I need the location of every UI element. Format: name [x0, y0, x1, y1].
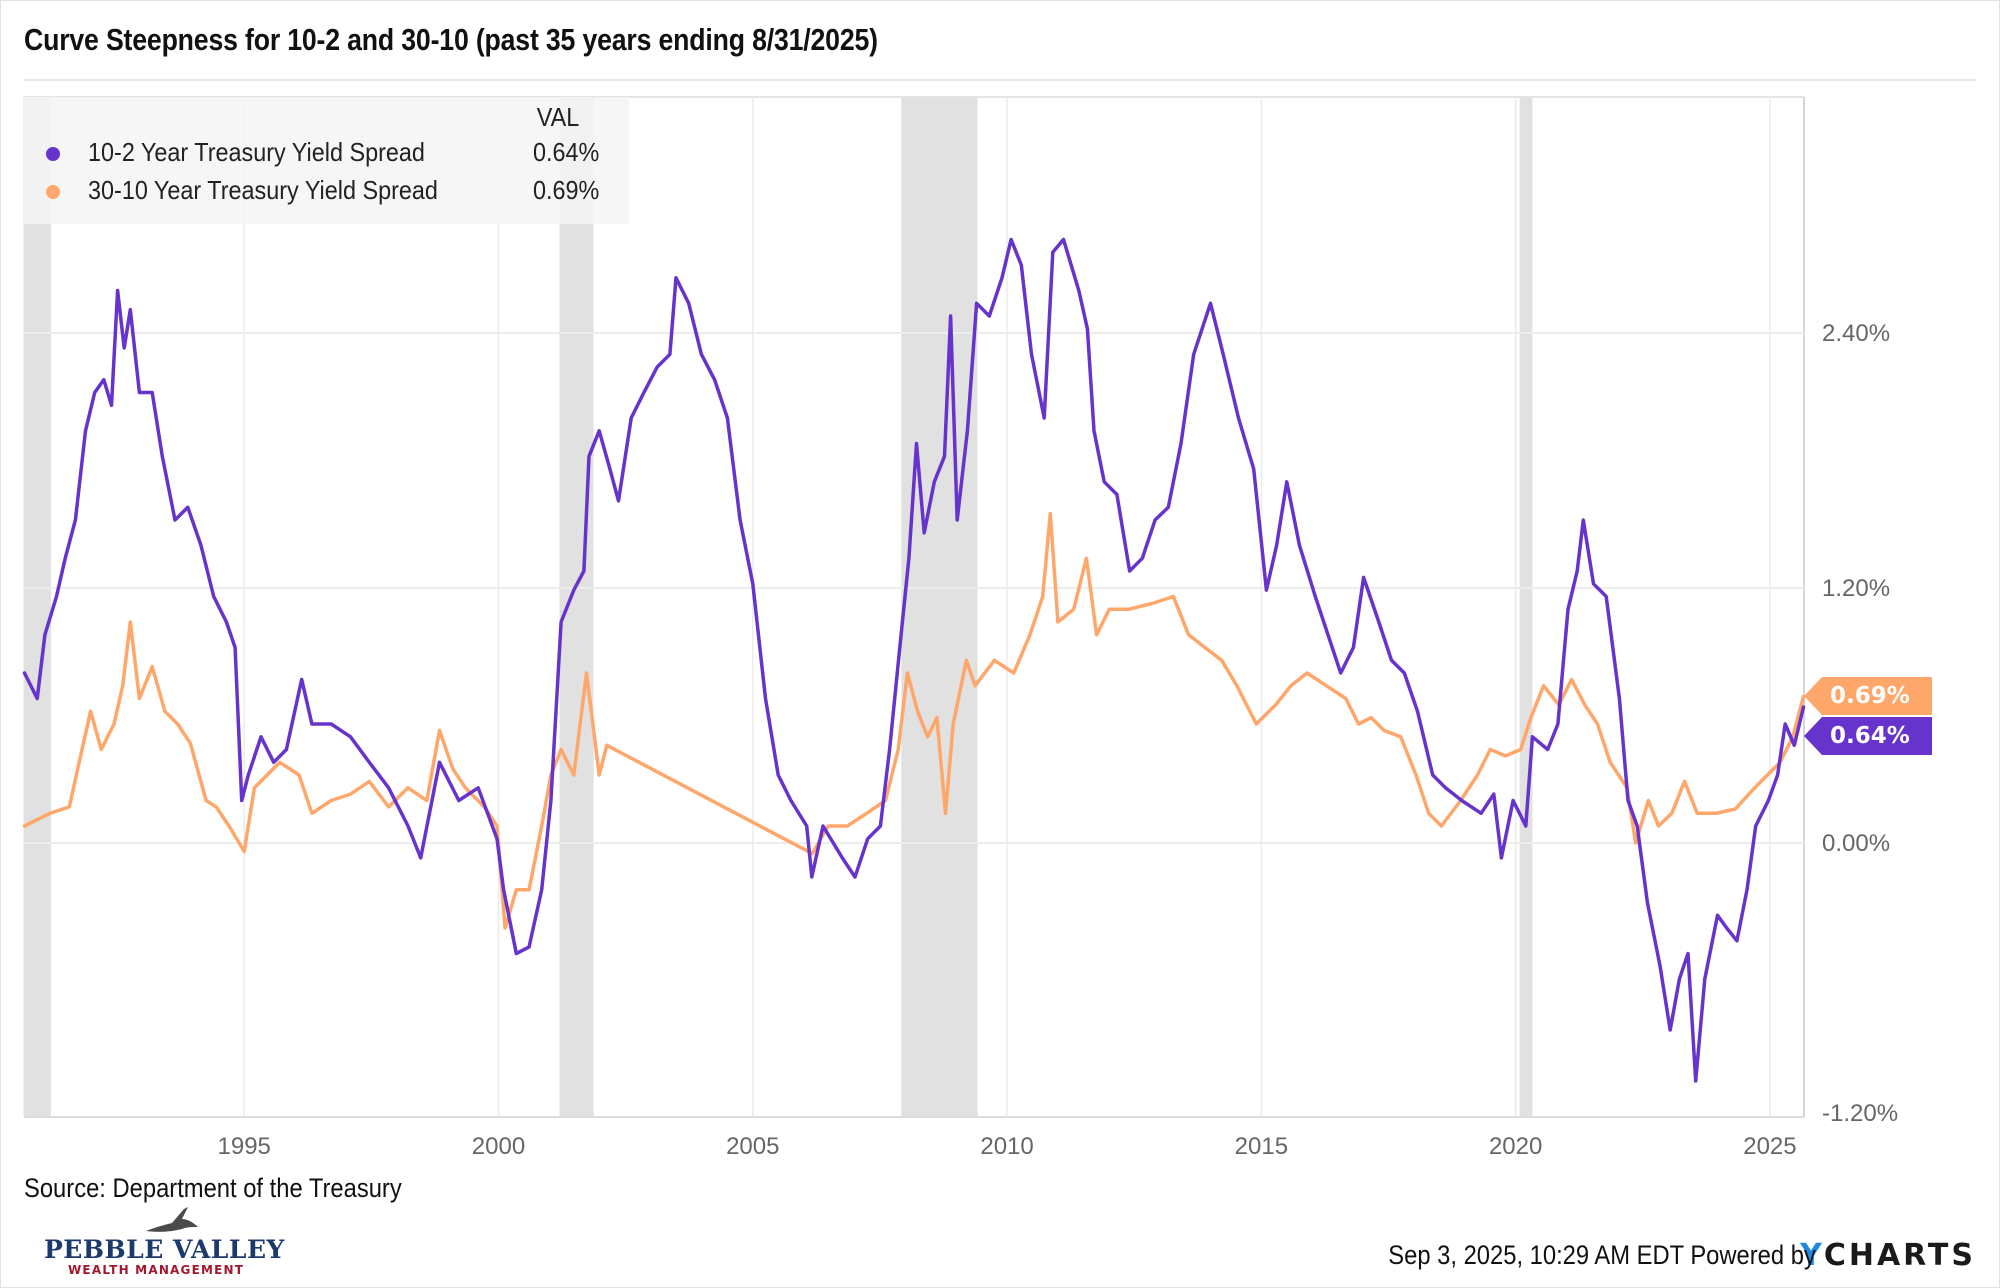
series-line-10-2 [22, 237, 1806, 1083]
series-lines [22, 237, 1806, 1083]
x-tick-label: 2010 [980, 1133, 1033, 1160]
bird-icon [146, 1207, 198, 1232]
tag-pointer-icon [1804, 717, 1822, 756]
legend-value: 0.69% [533, 175, 600, 205]
source-note: Source: Department of the Treasury [24, 1173, 402, 1203]
legend-label: 30-10 Year Treasury Yield Spread [88, 175, 438, 205]
y-axis-ticks: -1.20% 0.00% 1.20% 2.40% [1822, 320, 1898, 1127]
x-tick-label: 2005 [726, 1133, 779, 1160]
title-divider [24, 79, 1976, 81]
series-dot-icon [46, 185, 60, 199]
footer: Sep 3, 2025, 10:29 AM EDT Powered by YCH… [1330, 1238, 1976, 1278]
x-tick-label: 2015 [1235, 1133, 1288, 1160]
tag-label: 0.69% [1822, 677, 1932, 716]
ycharts-logo[interactable]: YCHARTS [1800, 1238, 1976, 1273]
recession-bands [24, 97, 1533, 1117]
ycharts-text: CHARTS [1823, 1238, 1976, 1273]
gridlines [23, 96, 1805, 1118]
x-tick-label: 2025 [1743, 1133, 1796, 1160]
legend-value: 0.64% [533, 137, 600, 167]
recession-band [901, 97, 978, 1117]
recession-band [1519, 97, 1533, 1117]
company-logo: PEBBLE VALLEY WEALTH MANAGEMENT [44, 1205, 285, 1277]
ycharts-y: Y [1800, 1238, 1824, 1273]
tag-pointer-icon [1804, 677, 1822, 716]
tag-label: 0.64% [1822, 717, 1932, 756]
x-tick-label: 1995 [218, 1133, 271, 1160]
x-tick-label: 2000 [472, 1133, 525, 1160]
x-axis-ticks: 1995 2000 2005 2010 2015 2020 2025 [218, 1133, 1797, 1160]
y-tick-label: 0.00% [1822, 830, 1890, 857]
recession-band [559, 97, 594, 1117]
y-tick-label: 2.40% [1822, 320, 1890, 347]
chart-title: Curve Steepness for 10-2 and 30-10 (past… [24, 22, 878, 57]
legend: VAL 10-2 Year Treasury Yield Spread 0.64… [24, 97, 629, 224]
x-tick-label: 2020 [1489, 1133, 1542, 1160]
series-dot-icon [46, 147, 60, 161]
y-tick-label: -1.20% [1822, 1100, 1898, 1127]
series-line-30-10 [22, 511, 1806, 930]
timestamp: Sep 3, 2025, 10:29 AM EDT Powered by [1388, 1240, 1816, 1270]
y-tick-label: 1.20% [1822, 575, 1890, 602]
recession-band [24, 97, 51, 1117]
logo-name: PEBBLE VALLEY [44, 1235, 285, 1264]
legend-header: VAL [536, 102, 579, 132]
logo-subtitle: WEALTH MANAGEMENT [68, 1263, 245, 1277]
legend-label: 10-2 Year Treasury Yield Spread [88, 137, 425, 167]
